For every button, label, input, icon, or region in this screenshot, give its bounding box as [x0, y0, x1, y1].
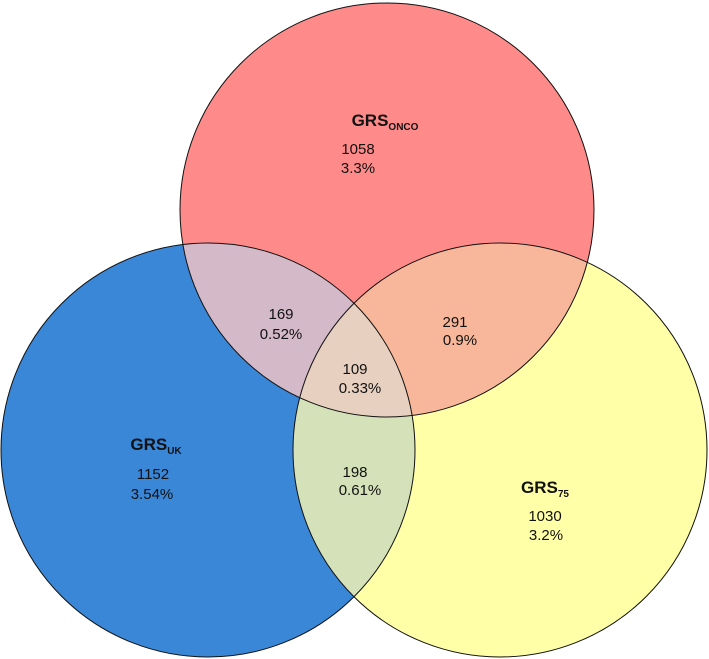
label: GRS	[521, 478, 558, 497]
set-label: GRS75	[521, 478, 569, 499]
percent: 3.3%	[341, 160, 375, 177]
label: GRS	[352, 111, 389, 130]
count: 109	[342, 361, 367, 378]
subscript: ONCO	[388, 122, 418, 133]
outline	[292, 242, 708, 658]
label: GRS	[130, 435, 167, 454]
subscript: 75	[558, 489, 570, 500]
overlap-onco-uk	[180, 243, 415, 417]
outline	[0, 242, 416, 658]
count: 1030	[528, 508, 561, 525]
subscript: UK	[167, 446, 182, 457]
count: 1058	[341, 141, 374, 158]
percent: 3.2%	[529, 527, 563, 544]
overlap-onco-75	[293, 243, 594, 417]
percent: 0.9%	[443, 332, 477, 349]
count: 291	[442, 314, 467, 331]
count: 1152	[137, 466, 169, 483]
percent: 0.52%	[260, 326, 303, 343]
outline	[179, 2, 595, 418]
percent: 3.54%	[131, 486, 174, 503]
set-label: GRSUK	[130, 435, 182, 456]
percent: 0.33%	[339, 380, 382, 397]
count: 169	[268, 306, 293, 323]
count: 198	[342, 464, 367, 481]
percent: 0.61%	[339, 482, 382, 499]
set-label: GRSONCO	[352, 111, 419, 132]
